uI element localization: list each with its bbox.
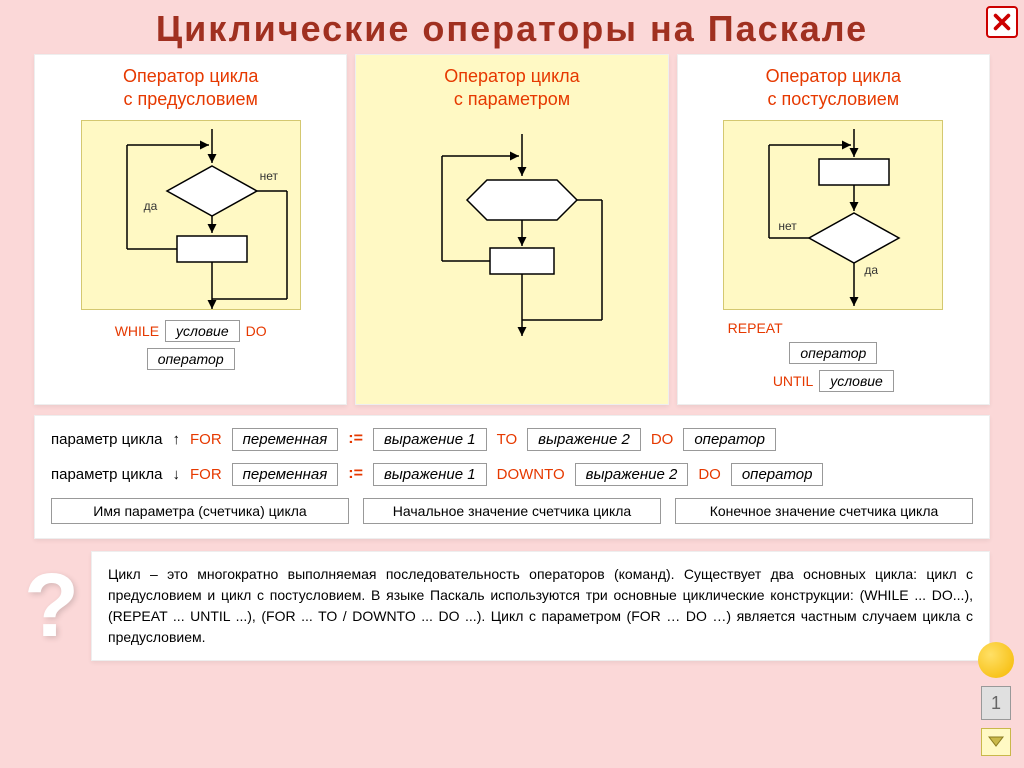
card-repeat: Оператор цикла с постусловием нет да bbox=[677, 54, 990, 405]
diagram-while: нет да bbox=[81, 120, 301, 310]
repeat-syntax-3: UNTIL условие bbox=[688, 370, 979, 392]
page-title: Циклические операторы на Паскале bbox=[0, 0, 1024, 54]
arrow-up-icon bbox=[172, 431, 180, 448]
card-while: Оператор цикла с предусловием bbox=[34, 54, 347, 405]
card-repeat-title: Оператор цикла с постусловием bbox=[688, 65, 979, 112]
nav-down-button[interactable] bbox=[981, 728, 1011, 756]
for-line-up: параметр цикла FOR переменная := выражен… bbox=[51, 428, 973, 451]
repeat-syntax-2: оператор bbox=[688, 342, 979, 364]
card-for: Оператор цикла с параметром bbox=[355, 54, 668, 405]
for-explain-row: Имя параметра (счетчика) цикла Начальное… bbox=[51, 498, 973, 524]
label-no: нет bbox=[260, 169, 278, 183]
repeat-syntax-1: REPEAT bbox=[688, 320, 979, 336]
diagram-for bbox=[402, 120, 622, 340]
for-line-down: параметр цикла FOR переменная := выражен… bbox=[51, 463, 973, 486]
for-syntax-panel: параметр цикла FOR переменная := выражен… bbox=[34, 415, 990, 539]
label-yes: да bbox=[864, 263, 878, 277]
label-yes: да bbox=[144, 199, 158, 213]
label-no: нет bbox=[778, 219, 796, 233]
arrow-down-icon bbox=[172, 466, 180, 483]
card-for-title: Оператор цикла с параметром bbox=[366, 65, 657, 112]
close-button[interactable] bbox=[986, 6, 1018, 38]
page-number: 1 bbox=[981, 686, 1011, 720]
while-syntax-2: оператор bbox=[45, 348, 336, 370]
emoji-icon bbox=[978, 642, 1014, 678]
card-while-title: Оператор цикла с предусловием bbox=[45, 65, 336, 112]
while-syntax-1: WHILE условие DO bbox=[45, 320, 336, 342]
description-text: Цикл – это многократно выполняемая после… bbox=[91, 551, 990, 661]
diagram-repeat: нет да bbox=[723, 120, 943, 310]
question-mark-icon: ? bbox=[24, 561, 79, 651]
